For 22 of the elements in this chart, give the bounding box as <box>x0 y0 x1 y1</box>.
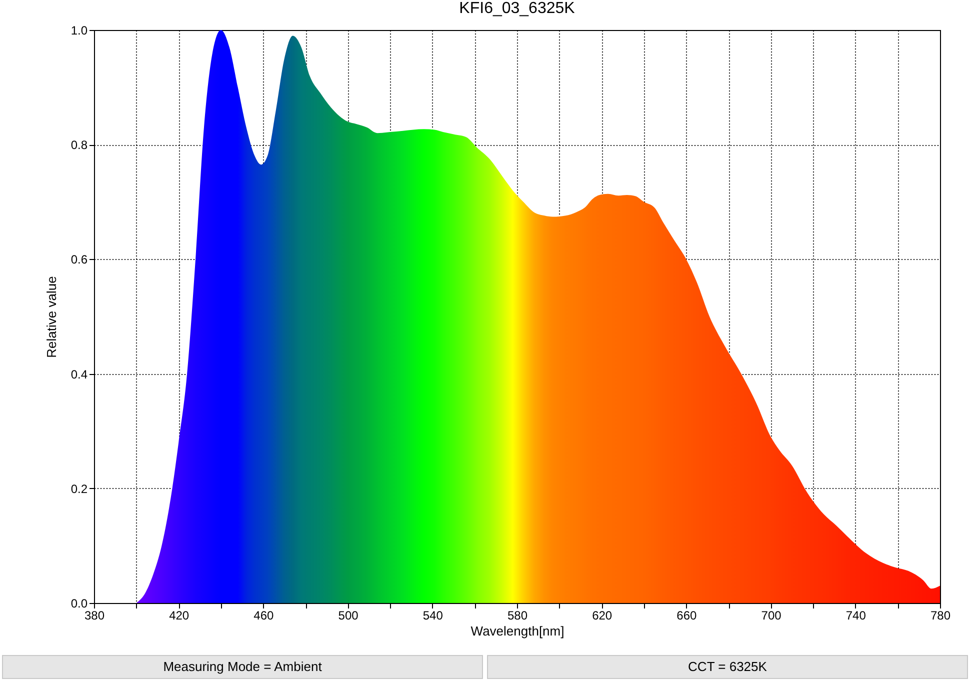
x-tick-label: 700 <box>761 608 782 622</box>
y-tick-label: 0.8 <box>70 138 88 152</box>
x-tick-label: 620 <box>592 608 612 622</box>
x-tick-label: 540 <box>422 608 444 622</box>
y-tick-label: 0.4 <box>70 367 88 382</box>
x-tick-label: 740 <box>846 608 866 622</box>
x-tick-label: 500 <box>338 608 359 622</box>
x-tick-label: 580 <box>507 608 528 622</box>
y-tick-label: 1.0 <box>70 24 88 38</box>
y-tick-label: 0.6 <box>70 252 88 267</box>
x-axis-title: Wavelength[nm] <box>470 624 564 638</box>
x-tick-label: 420 <box>169 608 190 622</box>
x-tick-label: 380 <box>84 608 105 622</box>
y-axis-title: Relative value <box>44 276 59 358</box>
x-tick-label: 460 <box>254 608 274 622</box>
x-tick-label: 780 <box>930 608 951 622</box>
y-tick-label: 0.0 <box>70 596 88 610</box>
text: Measuring Mode = Ambient <box>2 655 483 679</box>
chart-title: KFI6_03_6325K <box>459 0 576 17</box>
y-tick-label: 0.2 <box>70 482 88 496</box>
x-tick-label: 660 <box>676 608 698 622</box>
text: CCT = 6325K <box>487 655 968 679</box>
